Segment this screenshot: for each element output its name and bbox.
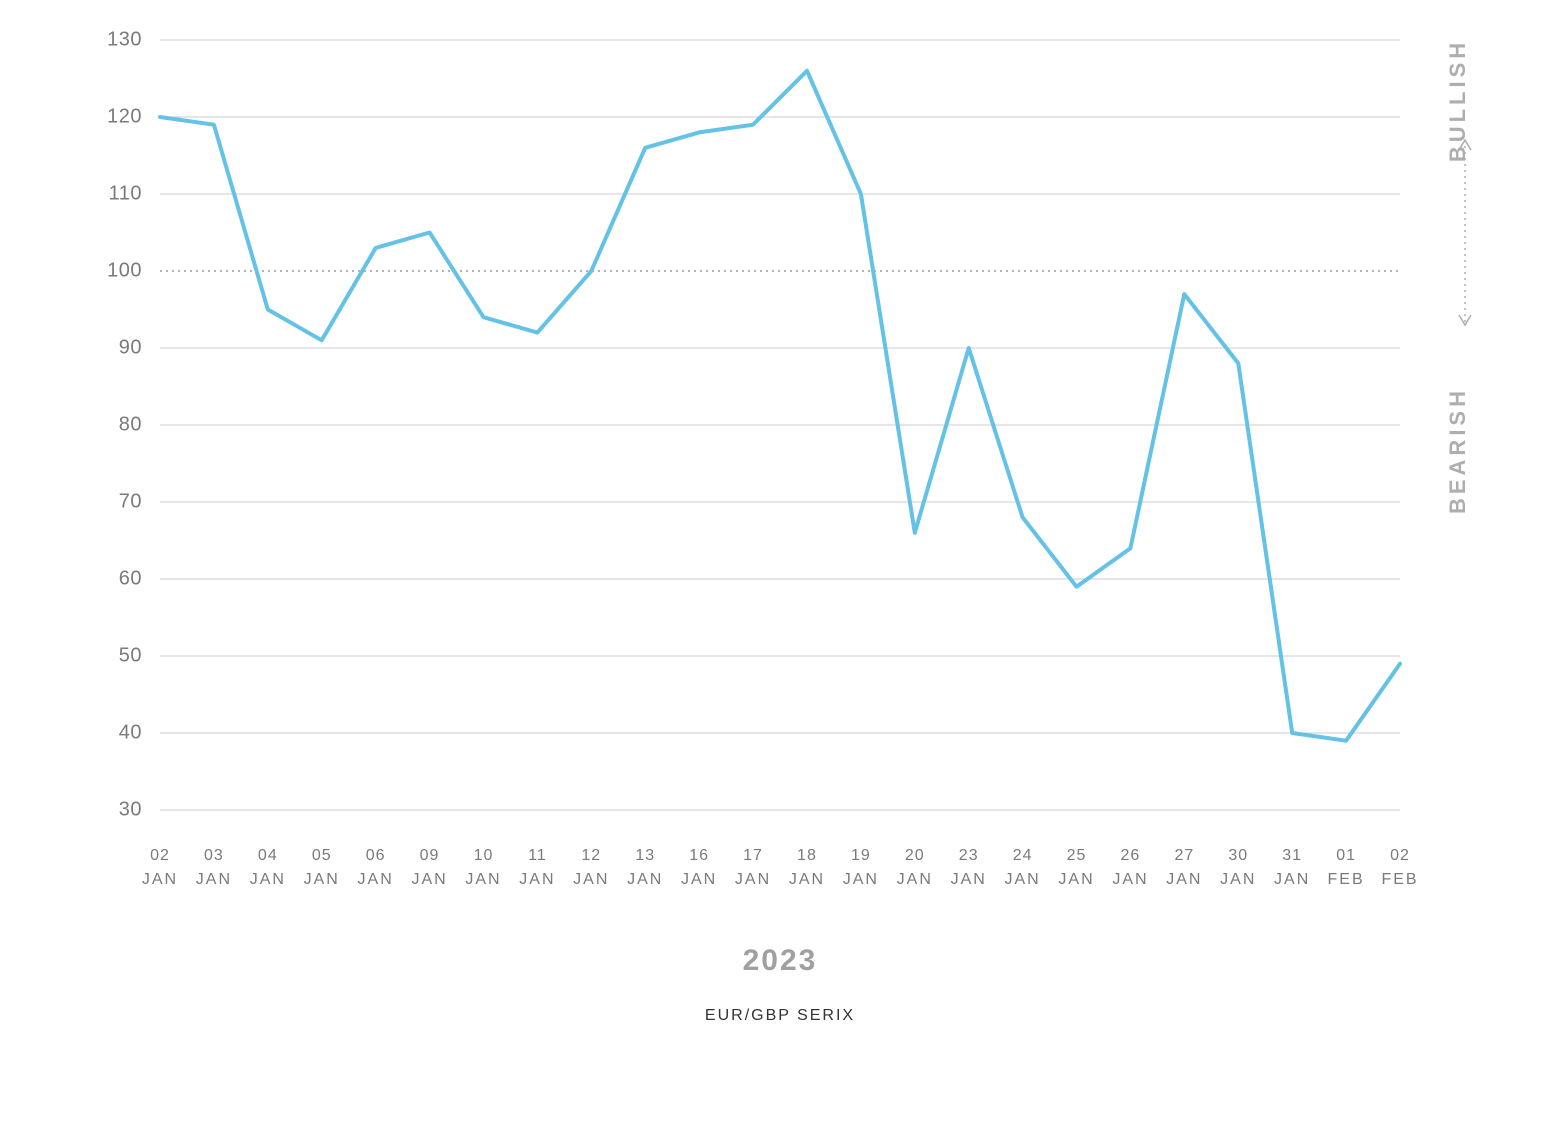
x-tick-month: JAN (897, 871, 933, 888)
x-tick-day: 26 (1121, 847, 1141, 864)
x-tick-day: 02 (150, 847, 170, 864)
x-tick-month: JAN (1058, 871, 1094, 888)
x-tick-month: FEB (1381, 871, 1418, 888)
x-tick-day: 24 (1013, 847, 1033, 864)
year-label: 2023 (743, 944, 818, 977)
x-tick-month: JAN (627, 871, 663, 888)
y-tick-label: 40 (119, 721, 142, 743)
x-tick-month: JAN (304, 871, 340, 888)
x-tick-day: 17 (743, 847, 763, 864)
bearish-label: BEARISH (1445, 387, 1470, 514)
x-tick-day: 31 (1282, 847, 1302, 864)
x-tick-day: 19 (851, 847, 871, 864)
chart-subtitle: EUR/GBP SERIX (705, 1007, 855, 1024)
y-tick-label: 120 (107, 105, 142, 127)
chart-container: 3040506070809010011012013002JAN03JAN04JA… (0, 0, 1546, 1124)
x-tick-day: 30 (1228, 847, 1248, 864)
x-tick-day: 18 (797, 847, 817, 864)
x-tick-month: JAN (1274, 871, 1310, 888)
x-tick-day: 23 (959, 847, 979, 864)
x-tick-month: JAN (681, 871, 717, 888)
x-tick-day: 25 (1067, 847, 1087, 864)
x-tick-month: JAN (358, 871, 394, 888)
x-tick-month: JAN (1112, 871, 1148, 888)
x-tick-day: 06 (366, 847, 386, 864)
x-tick-day: 03 (204, 847, 224, 864)
x-tick-month: FEB (1328, 871, 1365, 888)
y-tick-label: 60 (119, 567, 142, 589)
x-tick-month: JAN (1166, 871, 1202, 888)
x-tick-day: 09 (420, 847, 440, 864)
x-tick-month: JAN (1220, 871, 1256, 888)
x-tick-day: 27 (1174, 847, 1194, 864)
x-tick-day: 13 (635, 847, 655, 864)
y-tick-label: 70 (119, 490, 142, 512)
x-tick-day: 04 (258, 847, 278, 864)
y-tick-label: 30 (119, 798, 142, 820)
line-chart: 3040506070809010011012013002JAN03JAN04JA… (0, 0, 1546, 1124)
series-line (160, 71, 1400, 741)
x-tick-day: 05 (312, 847, 332, 864)
x-tick-day: 12 (581, 847, 601, 864)
y-tick-label: 80 (119, 413, 142, 435)
x-tick-month: JAN (1004, 871, 1040, 888)
x-tick-month: JAN (789, 871, 825, 888)
x-tick-day: 11 (528, 847, 547, 864)
y-tick-label: 100 (107, 259, 142, 281)
x-tick-day: 16 (689, 847, 709, 864)
y-tick-label: 110 (109, 182, 142, 204)
x-tick-month: JAN (196, 871, 232, 888)
x-tick-month: JAN (411, 871, 447, 888)
x-tick-day: 20 (905, 847, 925, 864)
x-tick-month: JAN (250, 871, 286, 888)
x-tick-month: JAN (142, 871, 178, 888)
x-tick-month: JAN (735, 871, 771, 888)
bullish-label: BULLISH (1445, 39, 1470, 162)
x-tick-day: 01 (1336, 847, 1356, 864)
x-tick-month: JAN (843, 871, 879, 888)
x-tick-month: JAN (519, 871, 555, 888)
x-tick-day: 02 (1390, 847, 1410, 864)
x-tick-month: JAN (951, 871, 987, 888)
y-tick-label: 50 (119, 644, 142, 666)
y-tick-label: 130 (107, 28, 142, 50)
x-tick-day: 10 (474, 847, 494, 864)
x-tick-month: JAN (573, 871, 609, 888)
y-tick-label: 90 (119, 336, 142, 358)
x-tick-month: JAN (465, 871, 501, 888)
